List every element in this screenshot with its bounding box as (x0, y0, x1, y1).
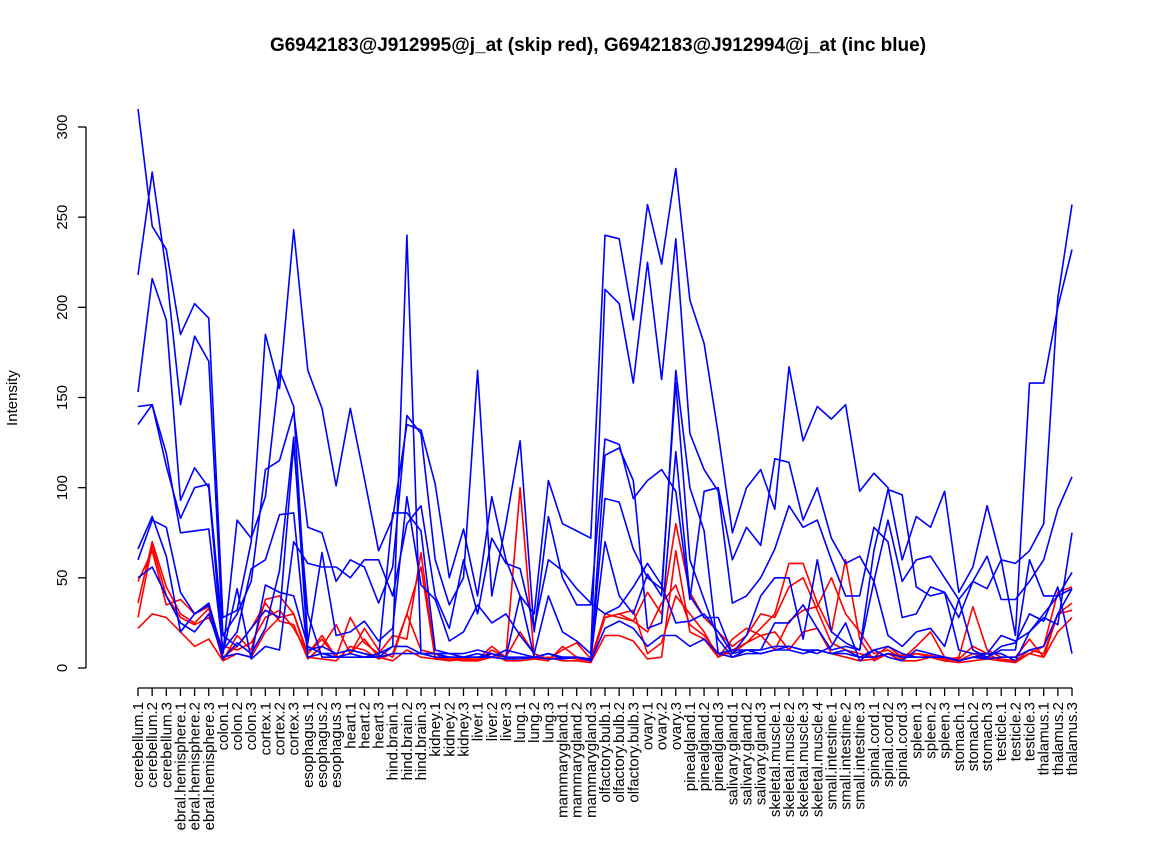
x-tick-label: esophagus.2 (314, 702, 331, 788)
x-tick-label: skeletal.muscle.2 (781, 702, 798, 817)
x-tick-label: heart.2 (356, 702, 373, 749)
x-axis: cerebellum.1cerebellum.2cerebellum.3ebra… (130, 687, 1081, 830)
x-tick-label: spinal.cord.2 (880, 702, 897, 787)
x-tick-label: salivary.gland.3 (753, 702, 770, 805)
x-tick-label: small.intestine.1 (823, 702, 840, 810)
x-tick-label: cortex.3 (286, 702, 303, 755)
x-tick-label: testicle.2 (1007, 702, 1024, 761)
x-tick-label: spinal.cord.3 (894, 702, 911, 787)
y-tick-label: 150 (54, 385, 71, 410)
x-tick-label: hind.brain.3 (413, 702, 430, 780)
x-tick-label: kidney.2 (441, 702, 458, 757)
x-tick-label: olfactory.bulb.3 (625, 702, 642, 803)
x-tick-label: mammarygland.3 (583, 702, 600, 818)
x-tick-label: cortex.2 (272, 702, 289, 755)
x-tick-label: hind.brain.1 (385, 702, 402, 780)
x-tick-label: mammarygland.1 (555, 702, 572, 818)
x-tick-label: skeletal.muscle.4 (809, 702, 826, 817)
x-tick-label: cortex.1 (257, 702, 274, 755)
y-tick-label: 300 (54, 114, 71, 139)
x-tick-label: ebral.hemisphere.3 (201, 702, 218, 830)
x-tick-label: spleen.3 (937, 702, 954, 759)
x-tick-label: esophagus.3 (328, 702, 345, 788)
x-tick-label: kidney.3 (455, 702, 472, 757)
x-tick-label: colon.2 (229, 702, 246, 750)
inc-blue-series-line-4 (137, 108, 1073, 619)
x-tick-label: hind.brain.2 (399, 702, 416, 780)
x-tick-label: small.intestine.2 (838, 702, 855, 810)
skip-red-series-line-2 (137, 549, 1073, 662)
x-tick-label: cerebellum.1 (130, 702, 147, 788)
x-tick-label: ovary.1 (639, 702, 656, 750)
x-tick-label: skeletal.muscle.3 (795, 702, 812, 817)
x-tick-label: spinal.cord.1 (866, 702, 883, 787)
x-tick-label: colon.3 (243, 702, 260, 750)
y-axis-label: Intensity (4, 370, 21, 426)
x-tick-label: ovary.2 (654, 702, 671, 750)
x-tick-label: testicle.3 (1022, 702, 1039, 761)
x-tick-label: salivary.gland.2 (739, 702, 756, 805)
skip-red-series-line-1 (137, 549, 1073, 664)
inc-blue-series-line-10 (137, 504, 1073, 660)
y-tick-label: 200 (54, 295, 71, 320)
x-tick-label: heart.1 (342, 702, 359, 749)
x-tick-label: spleen.2 (922, 702, 939, 759)
x-tick-label: pinealgland.3 (710, 702, 727, 791)
inc-blue-series-line-6 (137, 238, 1073, 655)
x-tick-label: salivary.gland.1 (724, 702, 741, 805)
x-tick-label: heart.3 (371, 702, 388, 749)
y-tick-label: 250 (54, 205, 71, 230)
skip-red-series-line-3 (137, 544, 1073, 662)
x-tick-label: stomach.2 (965, 702, 982, 771)
x-tick-label: spleen.1 (908, 702, 925, 759)
x-tick-label: olfactory.bulb.1 (597, 702, 614, 803)
x-tick-label: olfactory.bulb.2 (611, 702, 628, 803)
x-tick-label: lung.3 (540, 702, 557, 743)
x-tick-label: colon.1 (215, 702, 232, 750)
x-tick-label: cerebellum.3 (158, 702, 175, 788)
x-tick-label: small.intestine.3 (852, 702, 869, 810)
x-tick-label: testicle.1 (993, 702, 1010, 761)
chart-title: G6942183@J912995@j_at (skip red), G69421… (270, 35, 926, 56)
y-tick-label: 0 (54, 664, 71, 672)
x-tick-label: ebral.hemisphere.1 (172, 702, 189, 830)
x-tick-label: stomach.1 (951, 702, 968, 771)
y-axis: 0 50 100 150 200 250 300 (54, 114, 87, 672)
x-tick-label: kidney.1 (427, 702, 444, 757)
x-tick-label: ovary.3 (668, 702, 685, 750)
inc-blue-series-line-11 (137, 566, 1073, 662)
x-tick-label: thalamus.2 (1050, 702, 1067, 775)
x-tick-label: mammarygland.2 (569, 702, 586, 818)
x-tick-label: skeletal.muscle.1 (767, 702, 784, 817)
x-tick-label: thalamus.3 (1064, 702, 1081, 775)
inc-blue-series-line-7 (137, 369, 1073, 660)
x-tick-label: lung.1 (512, 702, 529, 743)
x-tick-label: cerebellum.2 (144, 702, 161, 788)
x-tick-label: lung.2 (526, 702, 543, 743)
y-tick-label: 50 (54, 569, 71, 586)
x-tick-label: pinealgland.1 (682, 702, 699, 791)
x-tick-label: thalamus.1 (1036, 702, 1053, 775)
x-tick-label: pinealgland.2 (696, 702, 713, 791)
x-tick-label: liver.3 (498, 702, 515, 741)
x-tick-label: stomach.3 (979, 702, 996, 771)
x-tick-label: liver.1 (470, 702, 487, 741)
plot-lines (137, 108, 1073, 664)
x-tick-label: ebral.hemisphere.2 (187, 702, 204, 830)
x-tick-label: liver.2 (484, 702, 501, 741)
x-tick-label: esophagus.1 (300, 702, 317, 788)
y-tick-label: 100 (54, 475, 71, 500)
